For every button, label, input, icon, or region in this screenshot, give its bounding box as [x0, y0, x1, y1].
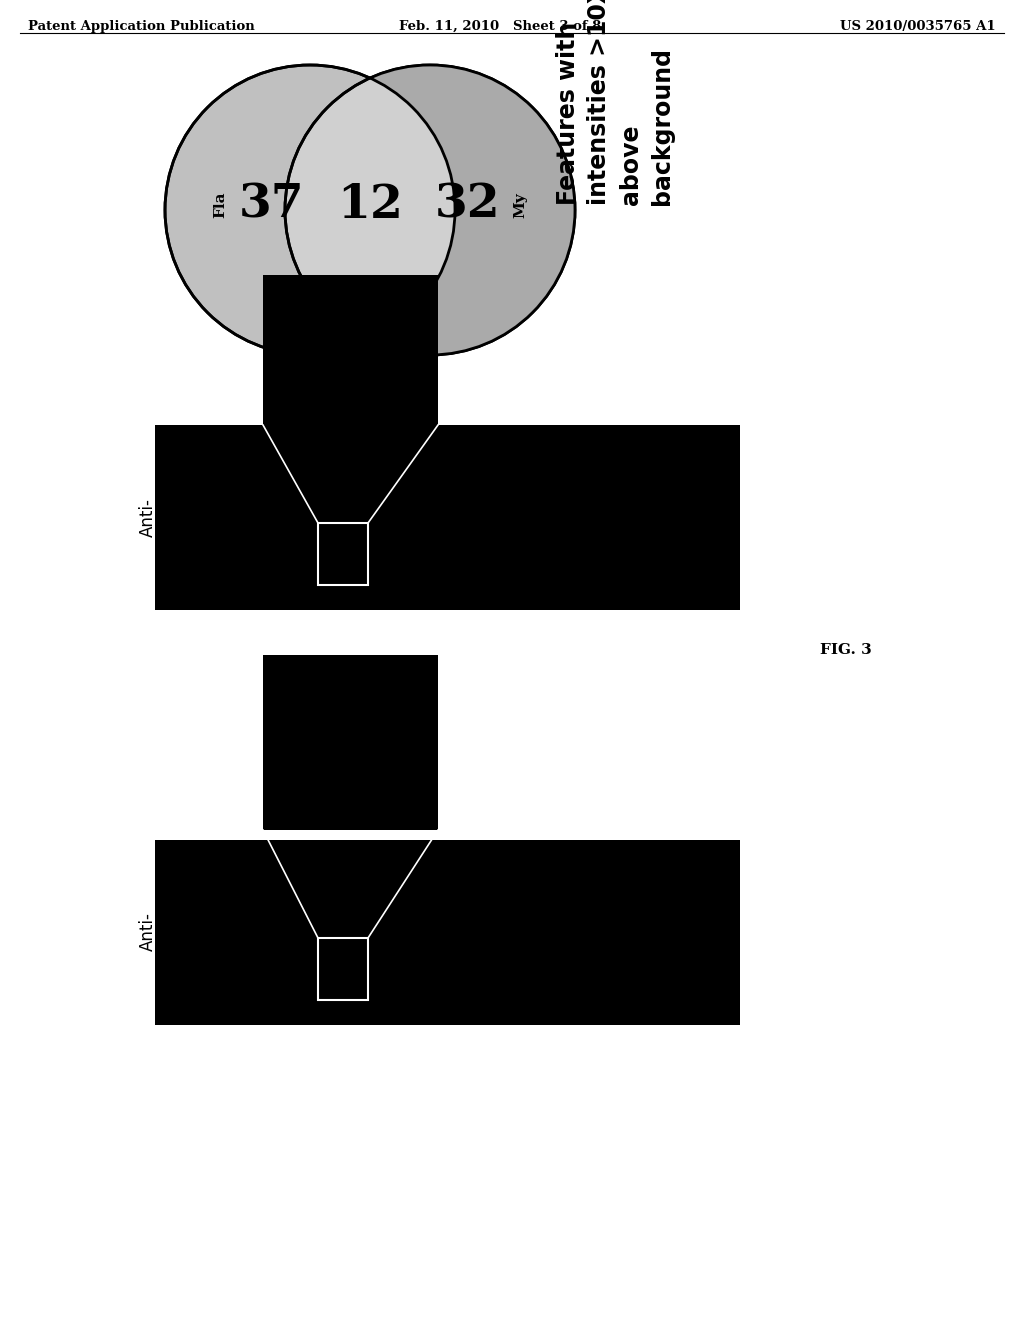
Text: Anti-: Anti- [139, 499, 157, 537]
Bar [263, 655, 438, 830]
Text: Patent Application Publication: Patent Application Publication [28, 20, 255, 33]
Text: 32: 32 [435, 182, 501, 228]
Text: Features with
intensities >10X
above
background: Features with intensities >10X above bac… [556, 0, 675, 205]
Text: Anti-: Anti- [139, 912, 157, 952]
Bar [318, 523, 368, 585]
Bar [318, 939, 368, 1001]
Bar [263, 275, 438, 425]
Polygon shape [370, 65, 575, 355]
Text: US 2010/0035765 A1: US 2010/0035765 A1 [841, 20, 996, 33]
Text: 12: 12 [337, 182, 402, 228]
Text: FIG. 3: FIG. 3 [820, 643, 871, 657]
Text: Fla: Fla [213, 191, 227, 218]
Text: 37: 37 [240, 182, 305, 228]
Text: My: My [513, 193, 527, 218]
Bar [155, 425, 740, 610]
Text: Feb. 11, 2010   Sheet 3 of 8: Feb. 11, 2010 Sheet 3 of 8 [399, 20, 601, 33]
Circle shape [165, 65, 455, 355]
Circle shape [285, 65, 575, 355]
Bar [155, 840, 740, 1026]
